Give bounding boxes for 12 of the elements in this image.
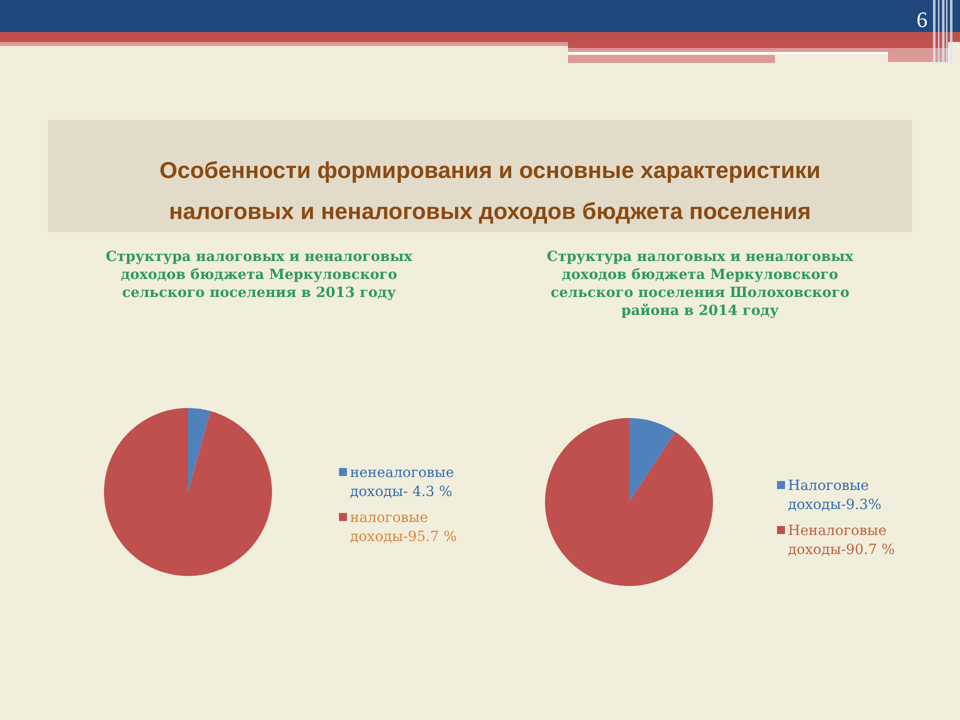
pie-slice <box>104 408 272 576</box>
legend-label: ненеалоговые доходы- 4.3 % <box>350 465 454 500</box>
pie-slice <box>188 408 210 492</box>
legend-label: Налоговые доходы-9.3% <box>788 478 882 513</box>
pie-slice <box>545 418 713 586</box>
legend-label: налоговые доходы-95.7 % <box>350 510 457 545</box>
legend-label: Неналоговые доходы-90.7 % <box>788 523 895 558</box>
text: Особенности формирования и основные характеристики налоговых и неналоговых доходов бюджета поселения <box>159 157 821 224</box>
text: 6 <box>916 7 928 32</box>
chart-title: Структура налоговых и неналоговых доходов бюджета Меркуловского сельского поселения Шолоховского района в 2014 году <box>546 249 854 319</box>
chart-title: Структура налоговых и неналоговых доходов бюджета Меркуловского сельского поселения в 2013 году <box>106 249 413 301</box>
pie-slice <box>629 418 676 502</box>
